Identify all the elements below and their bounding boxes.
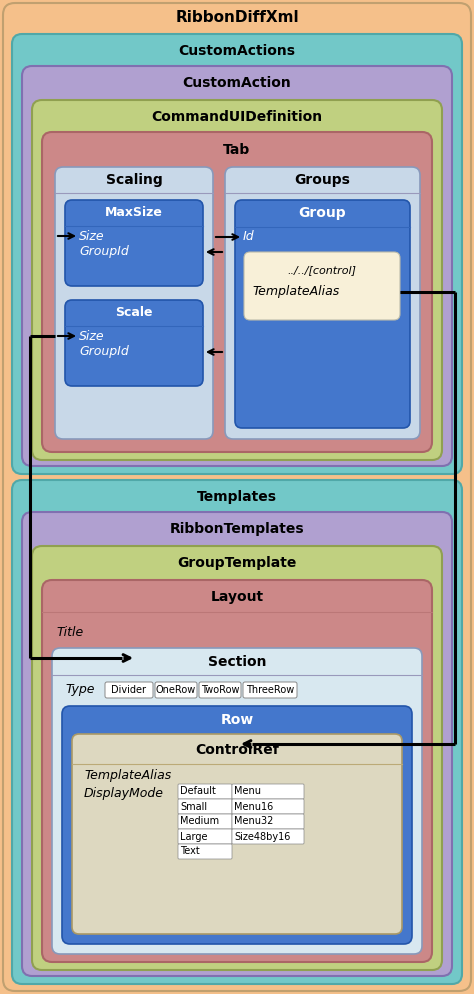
Text: Type: Type bbox=[65, 684, 94, 697]
Text: Title: Title bbox=[56, 626, 83, 639]
FancyBboxPatch shape bbox=[178, 829, 232, 844]
Text: Menu32: Menu32 bbox=[234, 816, 273, 826]
Text: Scale: Scale bbox=[115, 306, 153, 319]
Text: Menu: Menu bbox=[234, 786, 261, 796]
FancyBboxPatch shape bbox=[3, 3, 471, 991]
Text: DisplayMode: DisplayMode bbox=[84, 786, 164, 799]
FancyBboxPatch shape bbox=[12, 34, 462, 474]
Text: ThreeRow: ThreeRow bbox=[246, 685, 294, 695]
Text: CustomActions: CustomActions bbox=[179, 44, 295, 58]
Text: ControlRef: ControlRef bbox=[195, 743, 279, 757]
FancyBboxPatch shape bbox=[62, 706, 412, 944]
FancyBboxPatch shape bbox=[232, 799, 304, 814]
Text: Divider: Divider bbox=[111, 685, 146, 695]
FancyBboxPatch shape bbox=[178, 814, 232, 829]
Text: MaxSize: MaxSize bbox=[105, 207, 163, 220]
Text: Menu16: Menu16 bbox=[234, 801, 273, 811]
Text: Default: Default bbox=[180, 786, 216, 796]
FancyBboxPatch shape bbox=[232, 829, 304, 844]
Text: Text: Text bbox=[180, 847, 200, 857]
Text: Section: Section bbox=[208, 655, 266, 669]
Text: ../../[control]: ../../[control] bbox=[288, 265, 356, 275]
Text: Layout: Layout bbox=[210, 590, 264, 604]
FancyBboxPatch shape bbox=[178, 799, 232, 814]
FancyBboxPatch shape bbox=[72, 734, 402, 934]
FancyBboxPatch shape bbox=[32, 546, 442, 970]
Text: CommandUIDefinition: CommandUIDefinition bbox=[151, 110, 323, 124]
Text: Id: Id bbox=[243, 231, 255, 244]
FancyBboxPatch shape bbox=[244, 252, 400, 320]
FancyBboxPatch shape bbox=[22, 512, 452, 976]
FancyBboxPatch shape bbox=[42, 132, 432, 452]
FancyBboxPatch shape bbox=[225, 167, 420, 439]
FancyBboxPatch shape bbox=[42, 580, 432, 962]
Text: TemplateAlias: TemplateAlias bbox=[84, 768, 171, 781]
FancyBboxPatch shape bbox=[65, 200, 203, 286]
FancyBboxPatch shape bbox=[178, 784, 232, 799]
Text: CustomAction: CustomAction bbox=[182, 76, 292, 90]
FancyBboxPatch shape bbox=[52, 648, 422, 954]
Text: GroupId: GroupId bbox=[79, 246, 129, 258]
Text: Size48by16: Size48by16 bbox=[234, 832, 291, 842]
Text: Tab: Tab bbox=[223, 143, 251, 157]
FancyBboxPatch shape bbox=[55, 167, 213, 439]
FancyBboxPatch shape bbox=[105, 682, 153, 698]
FancyBboxPatch shape bbox=[32, 100, 442, 460]
Text: Templates: Templates bbox=[197, 490, 277, 504]
FancyBboxPatch shape bbox=[243, 682, 297, 698]
Text: Large: Large bbox=[180, 832, 208, 842]
Text: RibbonDiffXml: RibbonDiffXml bbox=[175, 11, 299, 26]
Text: Group: Group bbox=[298, 206, 346, 220]
FancyBboxPatch shape bbox=[199, 682, 241, 698]
Text: Size: Size bbox=[79, 230, 105, 243]
FancyBboxPatch shape bbox=[232, 814, 304, 829]
Text: Size: Size bbox=[79, 329, 105, 343]
Text: RibbonTemplates: RibbonTemplates bbox=[170, 522, 304, 536]
FancyBboxPatch shape bbox=[235, 200, 410, 428]
Text: Medium: Medium bbox=[180, 816, 219, 826]
Text: Small: Small bbox=[180, 801, 207, 811]
FancyBboxPatch shape bbox=[178, 844, 232, 859]
Text: Row: Row bbox=[220, 713, 254, 727]
Text: TwoRow: TwoRow bbox=[201, 685, 239, 695]
Text: Scaling: Scaling bbox=[106, 173, 163, 187]
Text: GroupTemplate: GroupTemplate bbox=[177, 556, 297, 570]
FancyBboxPatch shape bbox=[12, 480, 462, 984]
FancyBboxPatch shape bbox=[155, 682, 197, 698]
FancyBboxPatch shape bbox=[65, 300, 203, 386]
Text: OneRow: OneRow bbox=[156, 685, 196, 695]
Text: TemplateAlias: TemplateAlias bbox=[252, 285, 339, 298]
FancyBboxPatch shape bbox=[22, 66, 452, 466]
FancyBboxPatch shape bbox=[232, 784, 304, 799]
Text: Groups: Groups bbox=[294, 173, 350, 187]
Text: GroupId: GroupId bbox=[79, 346, 129, 359]
